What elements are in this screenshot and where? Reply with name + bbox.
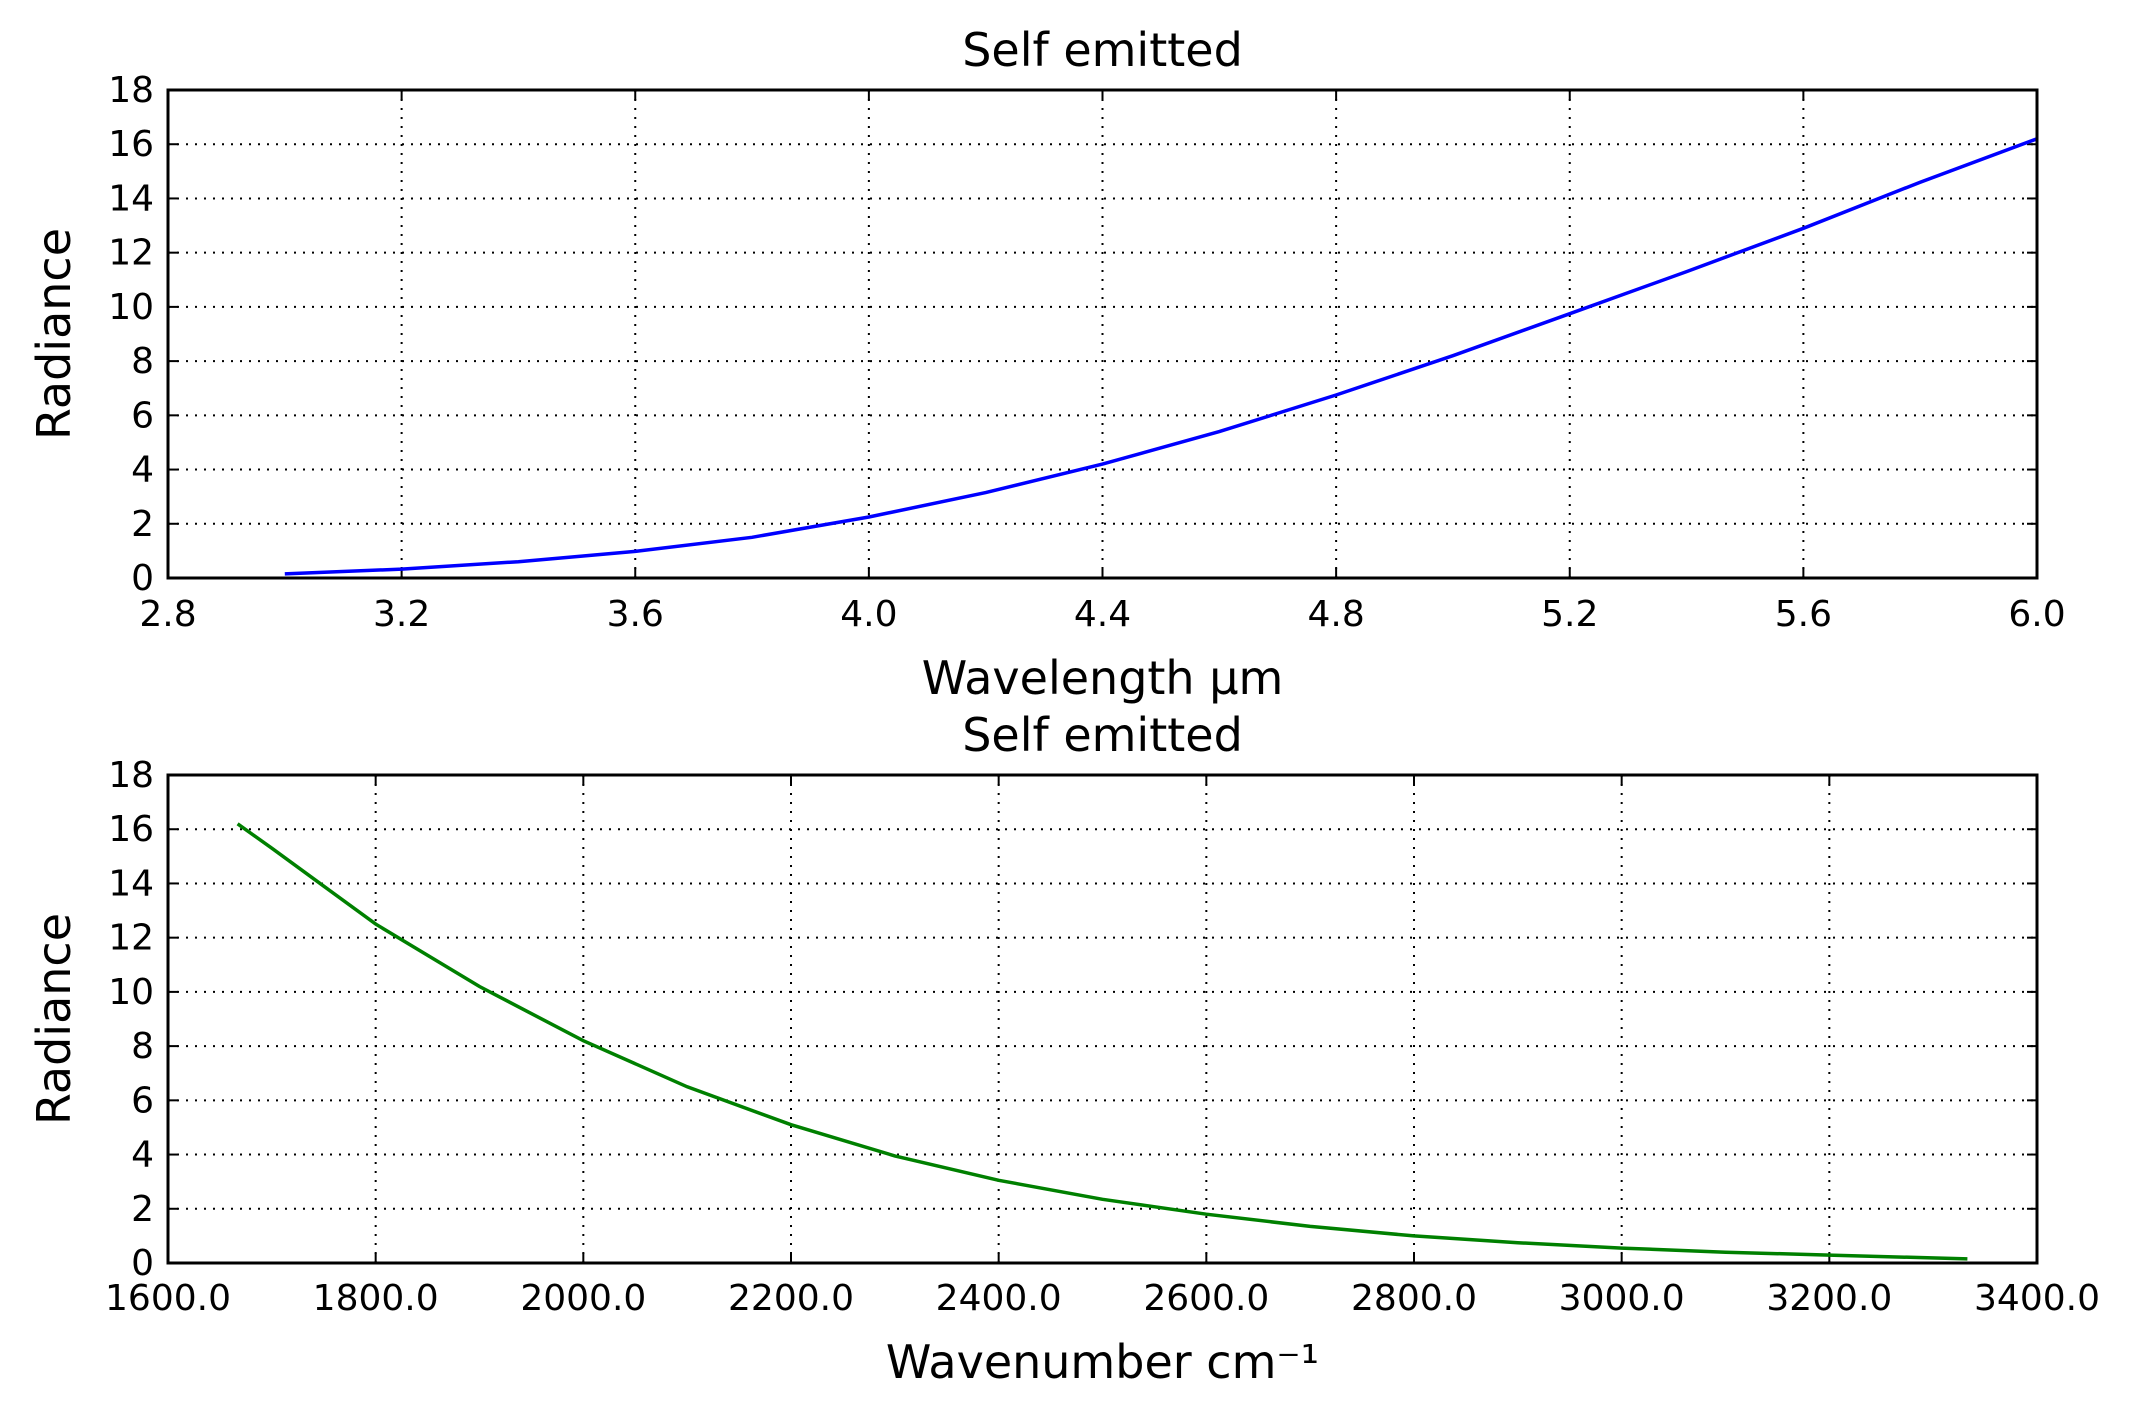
y-tick-label: 12: [108, 918, 154, 959]
y-tick-label: 6: [131, 1080, 154, 1121]
chart-title: Self emitted: [962, 708, 1243, 762]
y-tick-label: 12: [108, 233, 154, 274]
x-tick-label: 2.8: [139, 594, 196, 635]
x-tick-label: 2000.0: [520, 1278, 646, 1319]
y-tick-label: 4: [131, 1135, 154, 1176]
x-tick-label: 4.8: [1307, 594, 1364, 635]
y-tick-label: 16: [108, 124, 154, 165]
y-tick-label: 8: [131, 341, 154, 382]
y-tick-label: 10: [108, 972, 154, 1013]
x-tick-label: 2200.0: [728, 1278, 854, 1319]
x-tick-label: 4.0: [840, 594, 897, 635]
x-tick-label: 2600.0: [1143, 1278, 1269, 1319]
x-tick-label: 1800.0: [313, 1278, 439, 1319]
y-tick-label: 16: [108, 809, 154, 850]
y-tick-label: 4: [131, 450, 154, 491]
y-tick-label: 6: [131, 395, 154, 436]
y-tick-label: 18: [108, 70, 154, 111]
y-tick-label: 2: [131, 504, 154, 545]
x-tick-label: 6.0: [2008, 594, 2065, 635]
x-tick-label: 2800.0: [1351, 1278, 1477, 1319]
y-axis-label: Radiance: [27, 228, 81, 440]
x-tick-label: 3200.0: [1766, 1278, 1892, 1319]
x-tick-label: 1600.0: [105, 1278, 231, 1319]
plot-frame: [166, 773, 2039, 1265]
y-axis-label: Radiance: [27, 913, 81, 1125]
y-tick-label: 18: [108, 755, 154, 796]
x-tick-label: 3400.0: [1974, 1278, 2100, 1319]
y-tick-label: 0: [131, 558, 154, 599]
plot-frame: [166, 88, 2039, 580]
series-line-1: [284, 137, 2038, 576]
x-tick-label: 4.4: [1074, 594, 1131, 635]
x-tick-label: 3.2: [373, 594, 430, 635]
y-tick-label: 2: [131, 1189, 154, 1230]
y-tick-label: 8: [131, 1026, 154, 1067]
y-tick-label: 14: [108, 863, 154, 904]
x-tick-label: 5.2: [1541, 594, 1598, 635]
x-axis-label: Wavelength μm: [922, 651, 1284, 705]
chart-panel-1: 2.8 3.2 3.6 4.0 4.4 4.8 5.2 5.6 6.0 0 2 4 6 8 10 12 14 16…: [27, 23, 2066, 705]
chart-panel-2: 1600.0 1800.0 2000.0 2200.0 2400.0 2600.0 2800…: [27, 708, 2100, 1389]
series-line-1: [236, 822, 1968, 1261]
y-tick-label: 14: [108, 178, 154, 219]
y-tick-label: 0: [131, 1243, 154, 1284]
x-tick-label: 5.6: [1775, 594, 1832, 635]
x-tick-label: 2400.0: [936, 1278, 1062, 1319]
x-tick-label: 3.6: [607, 594, 664, 635]
x-tick-label: 3000.0: [1559, 1278, 1685, 1319]
chart-title: Self emitted: [962, 23, 1243, 77]
y-tick-label: 10: [108, 287, 154, 328]
x-axis-label: Wavenumber cm⁻¹: [886, 1335, 1319, 1389]
